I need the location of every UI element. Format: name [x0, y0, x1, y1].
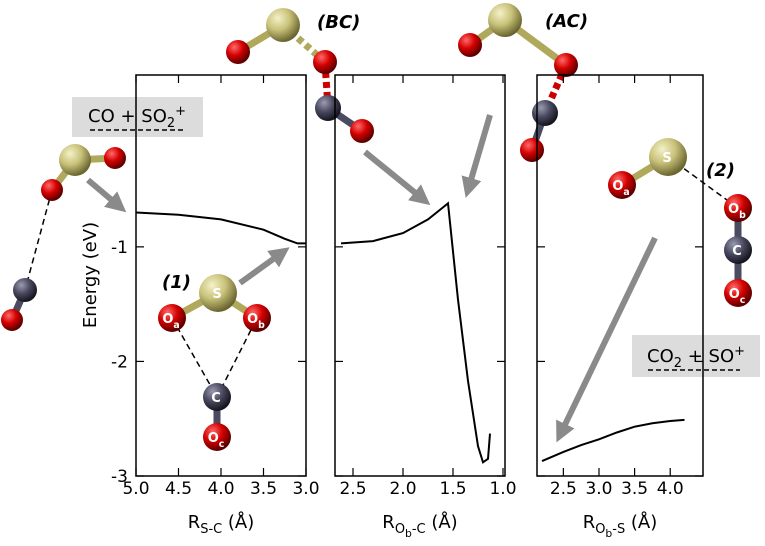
- x-tick-label: 1.0: [489, 479, 516, 499]
- atom-label-part: a: [623, 187, 629, 198]
- box-label: CO2 + SO+: [647, 344, 745, 371]
- annotation: (BC): [317, 12, 360, 33]
- x-tick-label: 3.0: [292, 479, 319, 499]
- atom-label-part: O: [247, 312, 258, 327]
- x-axis-label-part: R: [382, 512, 395, 533]
- x-tick-label: 4.0: [657, 479, 684, 499]
- x-tick-label: 5.0: [122, 479, 149, 499]
- atom-label-part: b: [258, 320, 265, 331]
- box-label-part: 2: [167, 116, 175, 131]
- x-axis-label-part: (Å): [426, 511, 458, 533]
- molecule-2: [608, 138, 752, 307]
- plot-frame: [536, 74, 704, 477]
- atom-label-part: O: [728, 202, 739, 217]
- x-tick-label: 3.5: [621, 479, 648, 499]
- atom-label-part: b: [739, 210, 746, 221]
- atom-label: C: [732, 244, 742, 259]
- molecule-1: [158, 274, 271, 451]
- line-series: [541, 418, 685, 463]
- y-tick-label: -1: [111, 238, 128, 258]
- x-tick-label: 2.0: [389, 479, 416, 499]
- arrows: [86, 114, 658, 443]
- x-tick-label: 2.5: [550, 479, 577, 499]
- x-tick-label: 4.5: [165, 479, 192, 499]
- x-axis-label-part: O: [395, 522, 405, 537]
- y-tick-label: -2: [111, 352, 128, 372]
- box-label-part: + SO: [682, 346, 734, 367]
- atom-label-part: O: [208, 431, 219, 446]
- box-label-part: +: [175, 104, 186, 119]
- atom-label-part: O: [729, 287, 740, 302]
- x-axis-label-part: O: [595, 522, 605, 537]
- atom-label-part: c: [219, 439, 225, 450]
- atom-label: Ob: [247, 312, 265, 331]
- annotation: (1): [162, 272, 191, 293]
- x-axis-label-part: -C: [412, 522, 426, 537]
- x-axis-label-part: -S: [612, 522, 625, 537]
- box-label-part: 2: [674, 356, 682, 371]
- line-series: [340, 201, 491, 464]
- box-label: CO + SO2+: [88, 104, 186, 131]
- atom-label: C: [211, 391, 221, 406]
- atom-label-part: a: [173, 320, 179, 331]
- illustrations: [1, 3, 760, 451]
- atom-label: Oa: [612, 179, 629, 198]
- x-tick-label: 1.5: [439, 479, 466, 499]
- box-label-part: CO: [647, 346, 674, 367]
- annotation: (AC): [545, 11, 588, 32]
- x-axis-label: ROb-C (Å): [382, 511, 457, 540]
- atom-label: Ob: [728, 202, 746, 221]
- y-tick-label: -3: [111, 467, 128, 487]
- atom-label: Oa: [162, 312, 179, 331]
- x-axis-label-part: b: [405, 527, 412, 540]
- atom-label: S: [662, 151, 671, 166]
- box-label-part: +: [734, 344, 745, 359]
- molecule-left: [1, 144, 126, 331]
- annotation: (2): [706, 160, 735, 181]
- atom-label: Oc: [208, 431, 225, 450]
- x-tick-label: 3.0: [585, 479, 612, 499]
- atom-label-part: O: [612, 179, 623, 194]
- x-axis-label-part: S-C: [200, 522, 222, 537]
- atom-label-part: O: [162, 312, 173, 327]
- x-axis-label: ROb-S (Å): [583, 511, 658, 540]
- atom-label-part: c: [740, 295, 746, 306]
- x-tick-label: 4.0: [207, 479, 234, 499]
- x-axis-label-part: (Å): [625, 511, 657, 533]
- x-tick-label: 3.5: [250, 479, 277, 499]
- molecule-bc: [226, 8, 374, 143]
- x-tick-label: 2.5: [339, 479, 366, 499]
- molecule-ac: [458, 3, 578, 162]
- x-axis-label-part: b: [605, 527, 612, 540]
- atom-label: Oc: [729, 287, 746, 306]
- y-axis-label: Energy (eV): [80, 222, 101, 328]
- x-axis-label-part: R: [583, 512, 596, 533]
- x-axis-label: RS-C (Å): [188, 511, 255, 537]
- line-series: [135, 211, 306, 245]
- x-axis-label-part: R: [188, 512, 201, 533]
- plot-frame: [334, 74, 506, 477]
- box-label-part: CO + SO: [88, 106, 167, 127]
- x-axis-label-part: (Å): [222, 511, 254, 533]
- atom-label: S: [212, 287, 221, 302]
